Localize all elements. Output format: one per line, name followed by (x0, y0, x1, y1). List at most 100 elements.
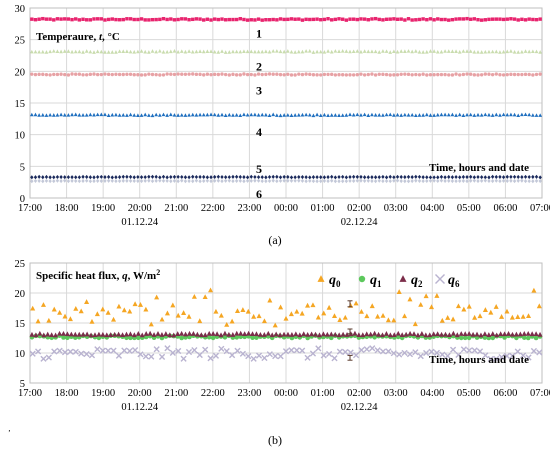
data-point (114, 175, 118, 180)
data-point (461, 72, 466, 77)
data-point (137, 351, 144, 358)
data-point (143, 112, 148, 117)
data-point (502, 331, 508, 337)
data-point (305, 331, 311, 337)
data-point (277, 353, 284, 360)
data-point (110, 50, 115, 54)
data-point (41, 179, 45, 184)
data-point (498, 174, 502, 179)
data-point (381, 18, 385, 22)
data-point (154, 112, 159, 117)
data-point (521, 335, 527, 340)
data-point (70, 112, 74, 117)
data-point (194, 17, 199, 21)
data-point (399, 174, 403, 179)
data-point (501, 73, 506, 77)
data-point (418, 301, 424, 307)
data-point (40, 113, 45, 117)
data-point (202, 178, 206, 184)
data-point (65, 335, 70, 341)
data-point (516, 174, 520, 179)
data-point (37, 178, 41, 183)
data-point (410, 49, 415, 54)
data-point (487, 49, 491, 54)
x-tick-label: 05:00 (457, 388, 481, 399)
data-point (333, 49, 338, 53)
data-point (267, 178, 272, 184)
data-point (490, 178, 495, 184)
data-point (472, 17, 477, 21)
data-point (512, 17, 517, 21)
data-point (432, 18, 436, 22)
data-point (407, 296, 413, 302)
data-point (176, 113, 180, 117)
data-point (253, 112, 257, 117)
data-point (479, 178, 484, 183)
data-point (121, 17, 125, 22)
data-point (84, 18, 89, 22)
data-point (352, 352, 360, 359)
series-label: 4 (256, 125, 262, 139)
data-point (428, 49, 433, 53)
data-point (220, 112, 224, 117)
data-point (230, 332, 236, 337)
data-point (95, 49, 100, 54)
data-point (194, 174, 199, 180)
x-tick-label: 02:00 (347, 203, 371, 214)
data-point (220, 17, 224, 21)
data-point (44, 50, 49, 54)
data-point (421, 72, 425, 76)
data-point (403, 331, 409, 337)
data-point (379, 332, 386, 338)
data-point (311, 17, 316, 22)
data-point (531, 73, 535, 77)
data-point (40, 302, 47, 307)
data-point (117, 18, 122, 22)
data-point (223, 50, 228, 54)
data-point (41, 16, 45, 21)
data-point (533, 331, 539, 337)
data-point (308, 17, 312, 22)
data-point (395, 112, 400, 117)
plot-frame (29, 7, 543, 199)
data-point (168, 49, 173, 54)
data-point (128, 72, 133, 76)
data-point (472, 178, 477, 183)
data-point (458, 335, 464, 341)
data-point (89, 318, 95, 324)
y-tick-label: 0 (20, 194, 25, 205)
data-point (269, 332, 275, 338)
data-point (95, 174, 100, 180)
data-point (99, 112, 104, 117)
data-point (112, 331, 118, 337)
data-point (468, 178, 473, 183)
data-point (403, 72, 407, 76)
data-point (227, 112, 232, 117)
data-point (454, 332, 460, 338)
data-point (531, 287, 537, 293)
data-point (472, 50, 477, 54)
data-point (410, 18, 414, 22)
data-point (326, 17, 330, 21)
data-point (249, 49, 254, 54)
data-point (154, 72, 158, 77)
data-point (37, 174, 41, 179)
data-point (274, 49, 279, 53)
data-point (249, 72, 253, 77)
data-point (534, 72, 539, 77)
data-point (254, 335, 259, 340)
data-point (468, 49, 473, 53)
data-point (359, 178, 363, 183)
data-point (311, 50, 316, 54)
data-point (264, 49, 268, 54)
data-point (187, 113, 191, 117)
data-point (114, 50, 118, 54)
legend-item-q6: q6 (435, 273, 460, 289)
data-point (330, 18, 334, 22)
data-point (311, 179, 316, 184)
data-point (395, 330, 401, 336)
data-point (55, 72, 60, 77)
data-point (185, 348, 193, 356)
data-point (392, 175, 396, 180)
data-point (494, 332, 500, 338)
